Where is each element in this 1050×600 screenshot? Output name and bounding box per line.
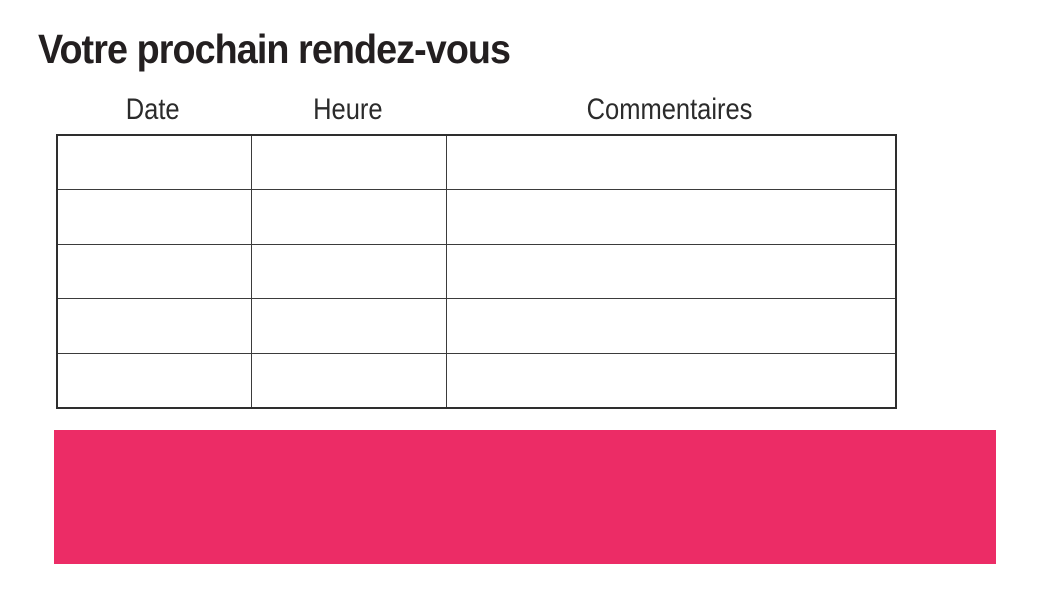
column-header-heure: Heure: [250, 93, 445, 127]
column-header-commentaires: Commentaires: [445, 93, 895, 127]
column-header-date-label: Date: [126, 93, 180, 126]
table-cell: [445, 298, 897, 354]
table-body: [56, 134, 897, 409]
column-header-heure-label: Heure: [312, 93, 383, 126]
appointments-table: [56, 134, 897, 409]
table-cell: [250, 243, 447, 300]
table-header-row: Date Heure Commentaires: [56, 92, 895, 128]
table-cell: [250, 352, 447, 409]
table-cell: [56, 298, 252, 354]
table-cell: [56, 243, 252, 300]
table-row: [56, 189, 897, 245]
table-row: [56, 134, 897, 191]
table-cell: [56, 189, 252, 245]
table-cell: [445, 189, 897, 245]
table-cell: [250, 134, 447, 191]
table-cell: [445, 352, 897, 409]
table-row: [56, 352, 897, 409]
highlight-banner: [54, 430, 996, 564]
page-title: Votre prochain rendez-vous: [38, 26, 511, 72]
table-cell: [56, 352, 252, 409]
column-header-commentaires-label: Commentaires: [587, 93, 753, 126]
table-row: [56, 298, 897, 354]
table-cell: [445, 243, 897, 300]
column-header-date: Date: [56, 93, 250, 127]
table-cell: [250, 298, 447, 354]
table-cell: [56, 134, 252, 191]
table-cell: [250, 189, 447, 245]
table-cell: [445, 134, 897, 191]
table-row: [56, 243, 897, 300]
